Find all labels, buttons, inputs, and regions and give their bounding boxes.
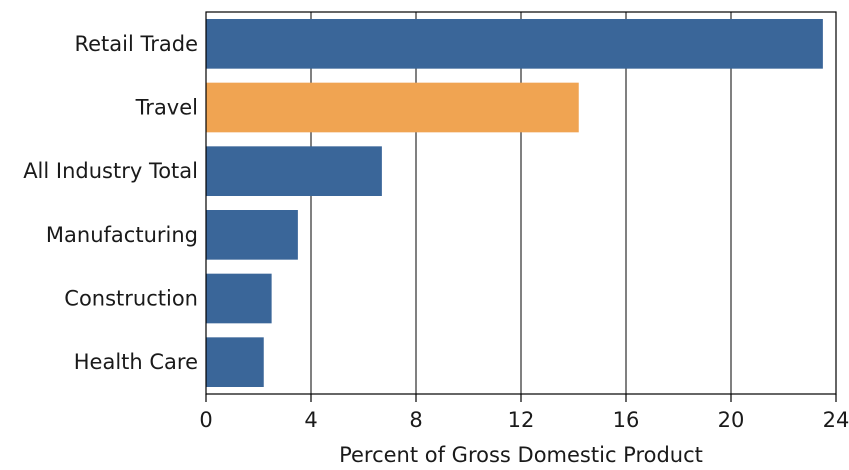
- bar: [206, 19, 823, 69]
- category-label: Health Care: [74, 350, 198, 374]
- x-tick-label: 8: [409, 408, 422, 432]
- x-tick-label: 4: [304, 408, 317, 432]
- x-tick-label: 16: [613, 408, 640, 432]
- category-label: Manufacturing: [46, 223, 198, 247]
- x-tick-label: 24: [823, 408, 849, 432]
- bars: [206, 19, 823, 387]
- category-labels: Retail Trade Travel All Industry Total Manu…: [23, 32, 198, 374]
- x-tick-label: 12: [508, 408, 535, 432]
- x-tick-label: 20: [718, 408, 745, 432]
- bar: [206, 82, 579, 133]
- gridlines: [310, 12, 732, 394]
- category-label: Travel: [135, 96, 198, 120]
- bar: [206, 210, 298, 260]
- category-label: All Industry Total: [23, 159, 198, 183]
- bar: [206, 337, 264, 387]
- x-axis-ticks: 0 4 8 12 16 20 24: [199, 394, 849, 432]
- category-label: Retail Trade: [74, 32, 198, 56]
- x-axis-title: Percent of Gross Domestic Product: [339, 443, 703, 467]
- bar: [206, 146, 382, 196]
- bar: [206, 273, 272, 324]
- x-tick-label: 0: [199, 408, 212, 432]
- category-label: Construction: [64, 287, 198, 311]
